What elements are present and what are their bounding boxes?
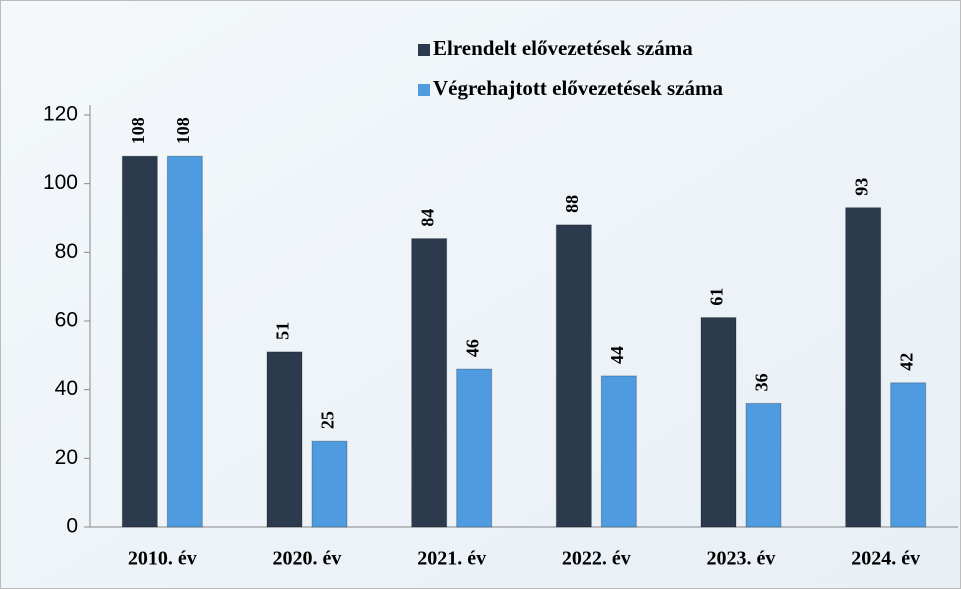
data-label: 84	[417, 209, 437, 227]
bar	[556, 225, 591, 527]
x-tick-label: 2024. év	[851, 548, 920, 570]
y-tick-label: 0	[66, 515, 78, 538]
bar	[457, 369, 492, 527]
x-tick-label: 2010. év	[128, 548, 197, 570]
data-label: 88	[562, 195, 582, 213]
y-tick-label: 100	[43, 171, 78, 194]
bar	[412, 239, 447, 527]
bar	[601, 376, 636, 527]
data-label: 51	[273, 322, 293, 340]
bar	[891, 383, 926, 527]
y-tick-label: 20	[55, 446, 78, 469]
data-label: 93	[851, 178, 871, 196]
x-tick-label: 2021. év	[417, 548, 486, 570]
y-tick-label: 80	[55, 240, 78, 263]
y-tick-label: 60	[55, 309, 78, 332]
data-label: 25	[318, 411, 338, 429]
x-tick-label: 2020. év	[273, 548, 342, 570]
legend-swatch	[418, 84, 430, 96]
legend-label: Végrehajtott elővezetések száma	[433, 76, 723, 100]
x-tick-label: 2022. év	[562, 548, 631, 570]
bar	[267, 352, 302, 527]
data-label: 36	[752, 373, 772, 391]
y-tick-label: 120	[43, 103, 78, 126]
bar	[167, 156, 202, 527]
bar	[312, 441, 347, 527]
data-label: 42	[896, 353, 916, 371]
y-tick-label: 40	[55, 377, 78, 400]
bar	[846, 208, 881, 527]
data-label: 44	[607, 346, 627, 364]
legend-label: Elrendelt elővezetések száma	[433, 36, 693, 60]
bar	[701, 318, 736, 527]
data-label: 108	[128, 117, 148, 144]
data-label: 46	[462, 339, 482, 357]
chart: 0 20 40 60 80 100 120 Elrendelt elővezetések sz…	[0, 0, 961, 589]
x-tick-label: 2023. év	[707, 548, 776, 570]
data-label: 61	[707, 288, 727, 306]
data-label: 108	[173, 117, 193, 144]
bar	[122, 156, 157, 527]
bar	[746, 403, 781, 527]
legend-swatch	[418, 44, 430, 56]
